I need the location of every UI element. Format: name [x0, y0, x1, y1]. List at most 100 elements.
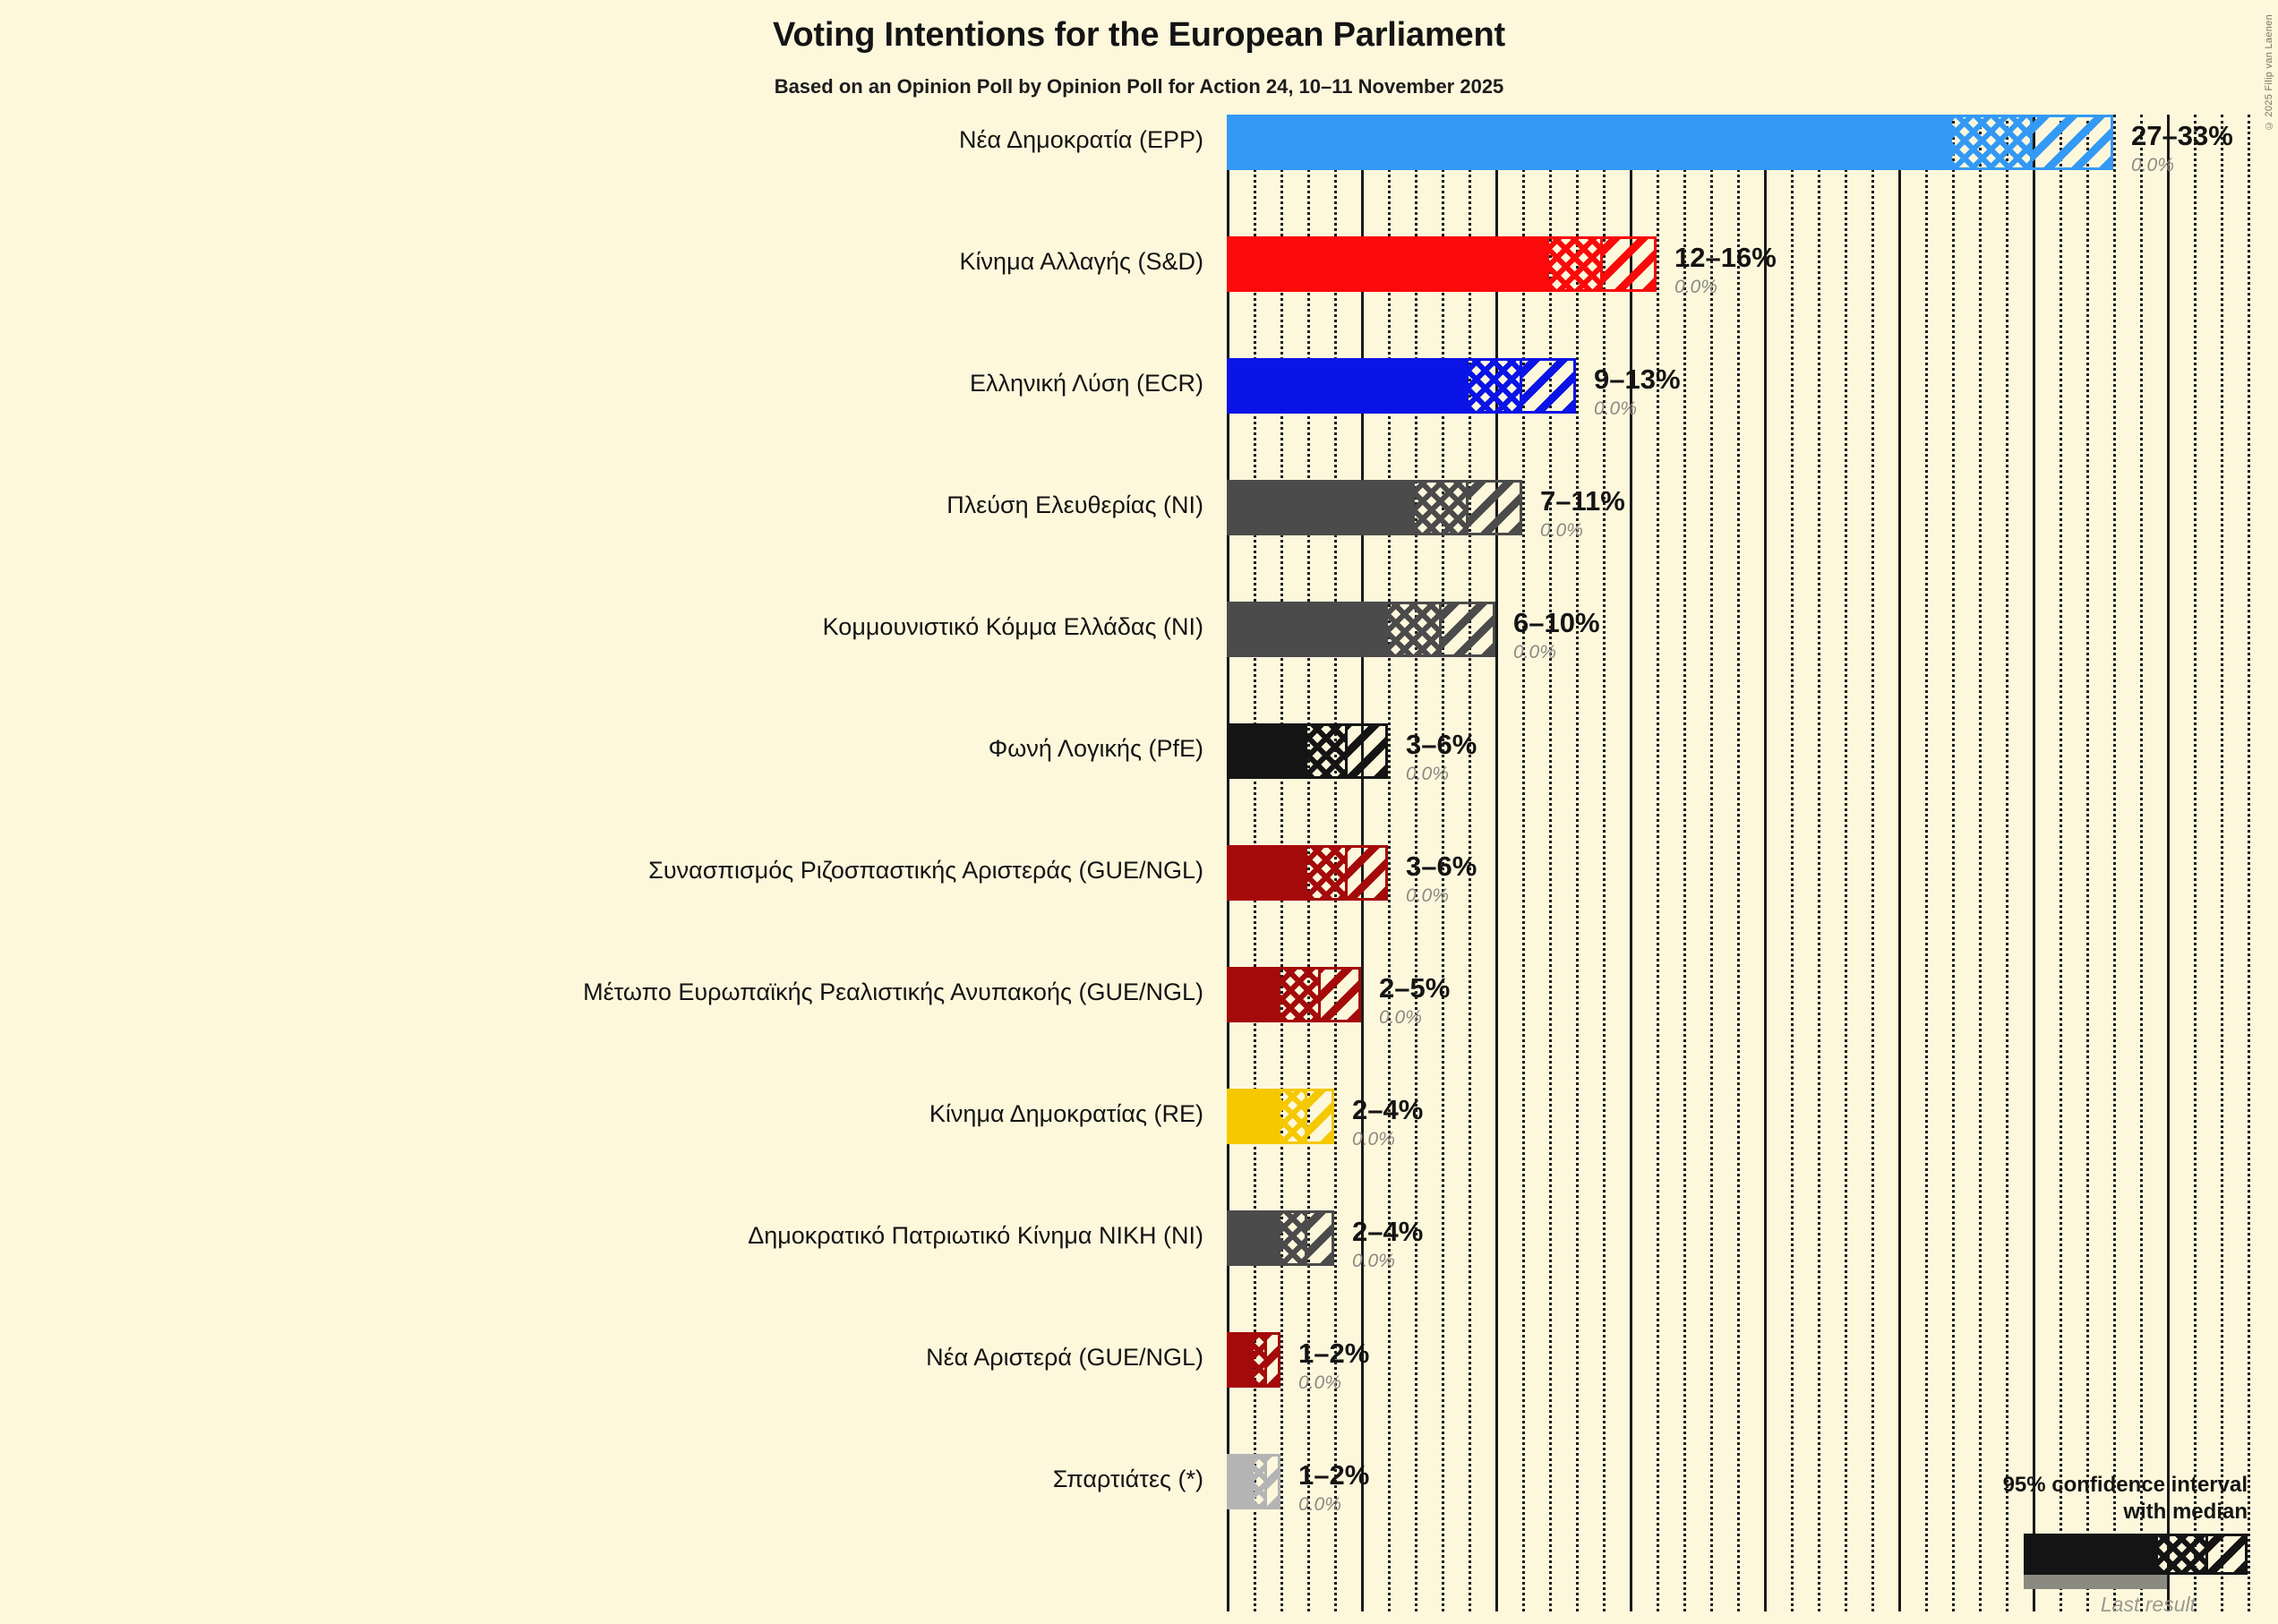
- bar-value-range: 2–4%: [1352, 1094, 1424, 1125]
- bar-segment-lower-bound: [1227, 1457, 1254, 1507]
- bar-segment-upper-bound: [1267, 1335, 1278, 1385]
- gridline-major: [1630, 115, 1632, 1611]
- bar-value-last-result: 0.0%: [1406, 885, 1449, 906]
- bar-segment-to-median: [1469, 361, 1522, 411]
- bar-segment-upper-bound: [1307, 1091, 1332, 1141]
- gridline-major: [2167, 115, 2170, 1611]
- bar-segment-to-median: [1952, 117, 2033, 167]
- bar-value-range: 9–13%: [1594, 363, 1681, 395]
- bar-value-last-result: 0.0%: [1674, 277, 1717, 297]
- bar-segment-to-median: [1388, 604, 1442, 654]
- bar-value-range: 2–5%: [1379, 972, 1451, 1004]
- gridline-major: [1898, 115, 1901, 1611]
- bar-segment-lower-bound: [1227, 483, 1415, 533]
- bar-value-last-result: 0.0%: [1406, 764, 1449, 784]
- bar-value-last-result: 0.0%: [1594, 398, 1637, 419]
- bar-value-last-result: 0.0%: [1379, 1007, 1422, 1028]
- bar-segment-upper-bound: [1348, 848, 1385, 898]
- page-title: Voting Intentions for the European Parli…: [773, 16, 1505, 54]
- gridline-minor: [1469, 115, 1471, 1611]
- bar-value-range: 1–2%: [1298, 1459, 1370, 1491]
- confidence-interval-bar: [1227, 1089, 1334, 1144]
- bar-row: Ελληνική Λύση (ECR) 9–13% 0.0%: [0, 358, 2278, 418]
- gridline-minor: [1657, 115, 1659, 1611]
- bar-row-label: Μέτωπο Ευρωπαϊκής Ρεαλιστικής Ανυπακοής …: [583, 979, 1203, 1005]
- bar-value-last-result: 0.0%: [2131, 155, 2174, 175]
- bar-value-last-result: 0.0%: [1513, 642, 1556, 662]
- bar-segment-to-median: [1307, 726, 1348, 776]
- bar-value-last-result: 0.0%: [1298, 1494, 1341, 1515]
- confidence-interval-bar: [1227, 115, 2113, 170]
- confidence-interval-bar: [1227, 845, 1388, 901]
- bar-segment-to-median: [1415, 483, 1469, 533]
- bar-segment-lower-bound: [1227, 604, 1388, 654]
- bar-row-label: Κομμουνιστικό Κόμμα Ελλάδας (NI): [822, 613, 1203, 640]
- bar-value-last-result: 0.0%: [1540, 520, 1583, 541]
- bar-segment-to-median: [1280, 1213, 1307, 1263]
- bar-value-range: 1–2%: [1298, 1338, 1370, 1369]
- bar-value-range: 6–10%: [1513, 607, 1600, 638]
- gridline-minor: [1576, 115, 1579, 1611]
- bar-row: Κομμουνιστικό Κόμμα Ελλάδας (NI) 6–10% 0.0…: [0, 602, 2278, 662]
- bar-row-label: Συνασπισμός Ριζοσπαστικής Αριστεράς (GUE…: [648, 857, 1203, 884]
- bar-segment-to-median: [1280, 970, 1321, 1020]
- gridline-minor: [1388, 115, 1391, 1611]
- gridline-major: [1764, 115, 1767, 1611]
- gridline-minor: [1415, 115, 1417, 1611]
- bar-segment-upper-bound: [1469, 483, 1520, 533]
- bar-row: Νέα Αριστερά (GUE/NGL) 1–2% 0.0%: [0, 1332, 2278, 1392]
- bar-value-range: 12–16%: [1674, 242, 1777, 273]
- plot-area: [1227, 115, 2250, 1611]
- gridline-minor: [1710, 115, 1713, 1611]
- gridline-minor: [2006, 115, 2008, 1611]
- bar-value-range: 7–11%: [1540, 485, 1625, 517]
- gridline-minor: [1791, 115, 1794, 1611]
- confidence-interval-bar: [1227, 602, 1495, 657]
- confidence-interval-bar: [1227, 236, 1657, 292]
- bar-value-last-result: 0.0%: [1352, 1251, 1395, 1271]
- bar-row: Δημοκρατικό Πατριωτικό Κίνημα ΝΙΚΗ (NI) 2…: [0, 1210, 2278, 1270]
- gridline-minor: [1737, 115, 1740, 1611]
- gridline-minor: [2113, 115, 2116, 1611]
- bar-segment-lower-bound: [1227, 239, 1549, 289]
- bar-row-label: Ελληνική Λύση (ECR): [969, 370, 1203, 397]
- bar-segment-lower-bound: [1227, 117, 1952, 167]
- copyright-notice: © 2025 Filip van Laenen: [2264, 14, 2274, 132]
- bar-row-label: Πλεύση Ελευθερίας (NI): [946, 491, 1203, 518]
- gridline-minor: [2060, 115, 2062, 1611]
- bar-segment-upper-bound: [1522, 361, 1573, 411]
- gridline-minor: [2248, 115, 2250, 1611]
- bar-row: Nέα Δημοκρατία (EPP) 27–33% 0.0%: [0, 115, 2278, 175]
- bar-segment-lower-bound: [1227, 970, 1280, 1020]
- bar-row: Φωνή Λογικής (PfE) 3–6% 0.0%: [0, 723, 2278, 783]
- bar-segment-lower-bound: [1227, 1091, 1280, 1141]
- legend-segment-diag: [2208, 1536, 2245, 1572]
- gridline-minor: [1925, 115, 1928, 1611]
- legend-last-result-caption: Last result: [2100, 1593, 2196, 1616]
- bar-segment-upper-bound: [1307, 1213, 1332, 1263]
- confidence-interval-bar: [1227, 723, 1388, 779]
- bar-segment-to-median: [1254, 1335, 1267, 1385]
- confidence-interval-bar: [1227, 967, 1361, 1022]
- bar-segment-lower-bound: [1227, 1335, 1254, 1385]
- bar-row-label: Φωνή Λογικής (PfE): [988, 735, 1203, 762]
- bar-row-label: Κίνημα Αλλαγής (S&D): [959, 248, 1203, 275]
- gridline-minor: [2194, 115, 2197, 1611]
- bar-value-range: 2–4%: [1352, 1216, 1424, 1247]
- bar-segment-upper-bound: [1442, 604, 1493, 654]
- gridline-minor: [1683, 115, 1686, 1611]
- bar-value-range: 3–6%: [1406, 850, 1477, 882]
- bar-segment-to-median: [1254, 1457, 1267, 1507]
- bar-row-label: Σπαρτιάτες (*): [1052, 1466, 1203, 1492]
- bar-row: Πλεύση Ελευθερίας (NI) 7–11% 0.0%: [0, 480, 2278, 540]
- bar-value-range: 3–6%: [1406, 729, 1477, 760]
- bar-segment-to-median: [1549, 239, 1603, 289]
- bar-row: Σπαρτιάτες (*) 1–2% 0.0%: [0, 1454, 2278, 1514]
- bar-segment-upper-bound: [1267, 1457, 1278, 1507]
- chart-subtitle: Based on an Opinion Poll by Opinion Poll…: [774, 75, 1504, 98]
- bar-segment-upper-bound: [2033, 117, 2111, 167]
- gridline-minor: [1952, 115, 1955, 1611]
- bar-row-label: Nέα Δημοκρατία (EPP): [958, 126, 1203, 153]
- gridline-minor: [1522, 115, 1525, 1611]
- bar-segment-lower-bound: [1227, 726, 1307, 776]
